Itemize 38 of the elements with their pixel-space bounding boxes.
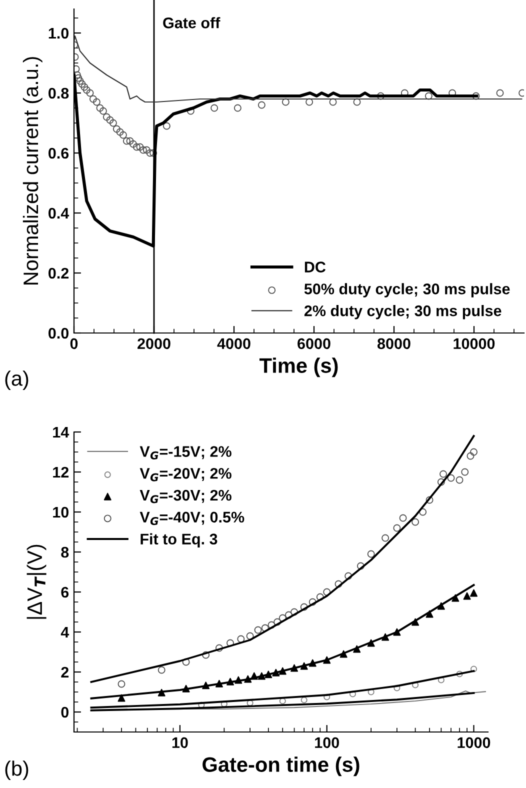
legend-label: V$_{G}$=-40V; 0.5% xyxy=(140,512,244,526)
y-tick-label: 0.4 xyxy=(48,208,70,219)
x-tick-label: 4000 xyxy=(217,338,250,350)
ref-line-label: Gate off xyxy=(163,17,220,28)
y-tick-label: 0.2 xyxy=(48,268,69,279)
y-tick-label: 0.8 xyxy=(48,88,69,99)
y-tick-label: 0.0 xyxy=(48,328,69,339)
legend-label: V$_{G}$=-20V; 2% xyxy=(140,468,232,482)
y-tick-label: 8 xyxy=(61,546,69,558)
legend-label: 50% duty cycle; 30 ms pulse xyxy=(304,283,510,298)
y-tick-label: 10 xyxy=(53,506,69,518)
legend-label: V$_{G}$=-15V; 2% xyxy=(140,446,232,460)
x-tick-label: 1000 xyxy=(458,737,490,748)
x-tick-label: 6000 xyxy=(298,338,330,350)
y-tick-label: 1.0 xyxy=(48,28,69,39)
legend-label: DC xyxy=(304,262,326,272)
text: (a) xyxy=(5,370,28,390)
y-tick-label: 0.6 xyxy=(48,148,69,159)
legend-label: Fit to Eq. 3 xyxy=(140,533,218,548)
x-tick-label: 10 xyxy=(172,737,188,748)
text: (b) xyxy=(5,760,28,780)
legend-label: 2% duty cycle; 30 ms pulse xyxy=(304,305,502,320)
x-tick-label: 10000 xyxy=(454,338,495,350)
y-tick-label: 6 xyxy=(61,586,69,598)
x-tick-label: 0 xyxy=(70,338,78,350)
y-tick-label: 0 xyxy=(61,706,69,718)
x-tick-label: 2000 xyxy=(138,338,170,350)
y-tick-label: 4 xyxy=(60,627,70,638)
x-tick-label: 100 xyxy=(315,737,339,748)
x-axis-title: Gate-on time (s) xyxy=(202,756,360,776)
y-tick-label: 14 xyxy=(53,427,70,438)
y-axis-title: |ΔV$_{T}$|(V) xyxy=(26,544,46,619)
x-tick-label: 8000 xyxy=(377,338,410,350)
y-tick-label: 12 xyxy=(53,466,69,478)
x-axis-title: Time (s) xyxy=(259,358,338,378)
y-tick-label: 2 xyxy=(61,666,69,678)
legend-label: V$_{G}$=-30V; 2% xyxy=(140,490,232,504)
y-axis-title: Normalized current (a.u.) xyxy=(22,57,42,284)
